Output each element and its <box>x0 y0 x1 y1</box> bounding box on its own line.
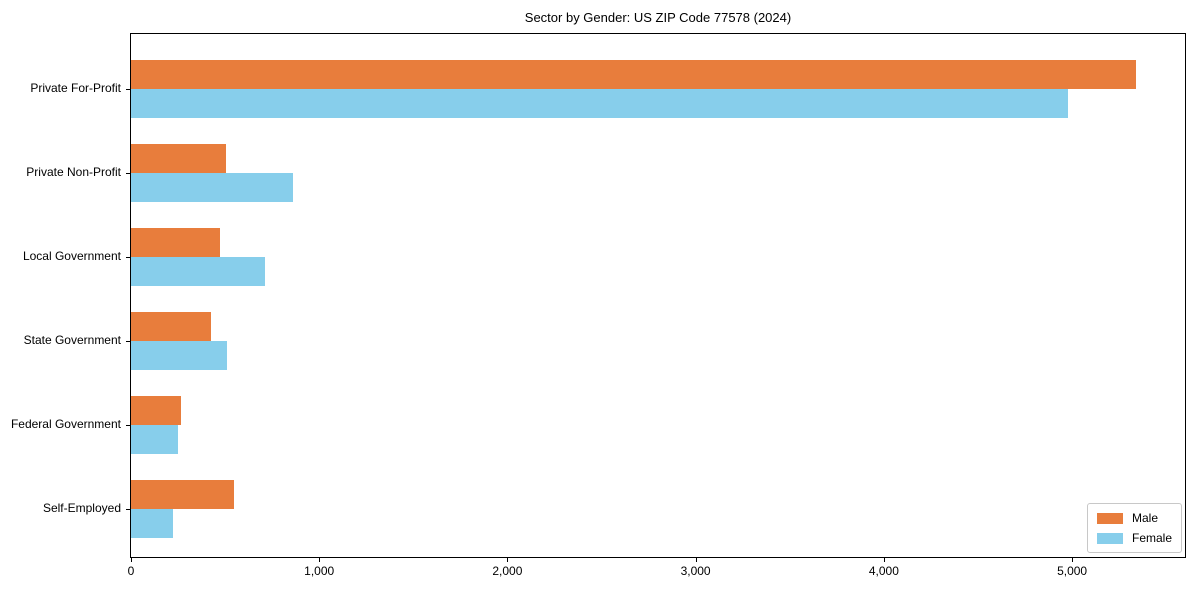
bar-female-5 <box>131 509 174 538</box>
bar-male-0 <box>131 60 1137 89</box>
y-tick-mark <box>126 341 130 342</box>
bar-male-4 <box>131 396 181 425</box>
bar-male-3 <box>131 312 211 341</box>
plot-area <box>126 33 1186 558</box>
bar-female-1 <box>131 173 293 202</box>
y-tick-label: Private Non-Profit <box>26 165 121 179</box>
legend-item-female: Female <box>1096 531 1172 545</box>
x-tick-label: 3,000 <box>680 564 711 578</box>
legend-label-female: Female <box>1131 531 1172 545</box>
y-tick-label: Self-Employed <box>42 501 121 515</box>
x-tick-mark <box>507 558 509 562</box>
legend-item-male: Male <box>1096 511 1172 525</box>
x-tick-label: 1,000 <box>304 564 335 578</box>
legend: Male Female <box>1086 503 1182 553</box>
x-tick-label: 4,000 <box>868 564 899 578</box>
bar-female-4 <box>131 425 179 454</box>
x-tick-mark <box>695 558 697 562</box>
female-series-swatch <box>1096 532 1123 544</box>
x-tick-mark <box>319 558 321 562</box>
x-tick-label: 2,000 <box>492 564 523 578</box>
bar-male-2 <box>131 228 220 257</box>
x-tick-label: 0 <box>127 564 135 578</box>
y-tick-label: Local Government <box>22 249 121 263</box>
bar-male-1 <box>131 144 226 173</box>
chart-title: Sector by Gender: US ZIP Code 77578 (202… <box>524 10 792 25</box>
y-tick-label: State Government <box>23 333 121 347</box>
bar-female-3 <box>131 341 227 370</box>
y-tick-mark <box>126 509 130 510</box>
x-tick-mark <box>131 558 132 562</box>
legend-label-male: Male <box>1131 511 1158 525</box>
bar-male-5 <box>131 480 234 509</box>
y-tick-mark <box>126 425 130 426</box>
male-series-swatch <box>1096 512 1123 524</box>
bar-female-2 <box>131 257 265 286</box>
y-tick-mark <box>126 89 130 90</box>
x-tick-label: 5,000 <box>1057 564 1088 578</box>
y-tick-label: Private For-Profit <box>30 81 121 95</box>
bar-female-0 <box>131 89 1069 118</box>
y-tick-mark <box>126 173 130 174</box>
y-tick-label: Federal Government <box>10 417 121 431</box>
x-tick-mark <box>883 558 885 562</box>
y-tick-mark <box>126 257 130 258</box>
x-tick-mark <box>1072 558 1074 562</box>
